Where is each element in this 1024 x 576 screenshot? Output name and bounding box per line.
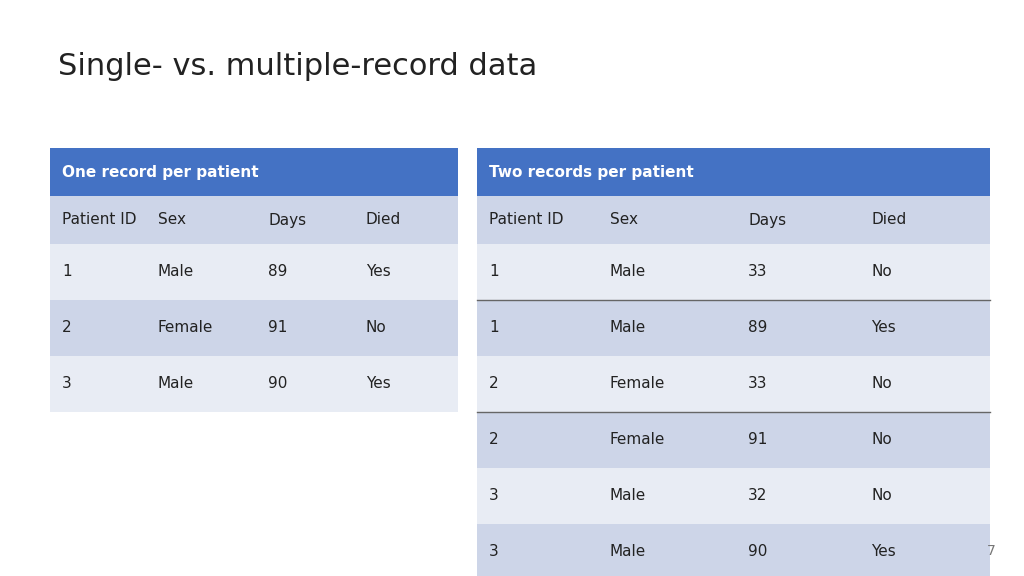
Bar (50, 196, 458, 244)
Text: Yes: Yes (871, 544, 896, 559)
Text: Male: Male (158, 377, 195, 392)
Text: 3: 3 (489, 488, 499, 503)
Text: Male: Male (609, 544, 646, 559)
Bar (50, 244, 458, 300)
Text: No: No (871, 488, 892, 503)
Bar (477, 300, 990, 356)
Text: Days: Days (268, 213, 306, 228)
Text: Male: Male (609, 320, 646, 335)
Text: Two records per patient: Two records per patient (489, 165, 693, 180)
Bar (477, 148, 990, 196)
Text: 3: 3 (62, 377, 72, 392)
Text: Yes: Yes (871, 320, 896, 335)
Bar (477, 524, 990, 576)
Text: No: No (871, 433, 892, 448)
Text: 1: 1 (62, 264, 72, 279)
Text: Sex: Sex (609, 213, 638, 228)
Text: Yes: Yes (366, 377, 391, 392)
Text: Days: Days (749, 213, 786, 228)
Text: 3: 3 (489, 544, 499, 559)
Text: 2: 2 (489, 433, 499, 448)
Text: 2: 2 (489, 377, 499, 392)
Text: 33: 33 (749, 377, 768, 392)
Text: 1: 1 (489, 320, 499, 335)
Text: Patient ID: Patient ID (62, 213, 136, 228)
Text: No: No (871, 377, 892, 392)
Text: Male: Male (158, 264, 195, 279)
Text: Sex: Sex (158, 213, 186, 228)
Text: 1: 1 (489, 264, 499, 279)
Text: 2: 2 (62, 320, 72, 335)
Text: 91: 91 (749, 433, 767, 448)
Bar (477, 356, 990, 412)
Bar (50, 300, 458, 356)
Text: One record per patient: One record per patient (62, 165, 259, 180)
Text: 89: 89 (749, 320, 767, 335)
Text: 89: 89 (268, 264, 288, 279)
Text: No: No (366, 320, 387, 335)
Text: Patient ID: Patient ID (489, 213, 563, 228)
Bar (477, 244, 990, 300)
Text: Female: Female (158, 320, 213, 335)
Bar (50, 148, 458, 196)
Text: Single- vs. multiple-record data: Single- vs. multiple-record data (58, 52, 538, 81)
Text: 90: 90 (268, 377, 288, 392)
Text: No: No (871, 264, 892, 279)
Text: Male: Male (609, 264, 646, 279)
Text: Female: Female (609, 433, 665, 448)
Text: Died: Died (871, 213, 906, 228)
Text: 32: 32 (749, 488, 767, 503)
Text: Yes: Yes (366, 264, 391, 279)
Text: 91: 91 (268, 320, 288, 335)
Text: Male: Male (609, 488, 646, 503)
Bar (50, 356, 458, 412)
Text: 90: 90 (749, 544, 767, 559)
Text: Died: Died (366, 213, 401, 228)
Bar (477, 412, 990, 468)
Bar (477, 468, 990, 524)
Bar (477, 196, 990, 244)
Text: Female: Female (609, 377, 665, 392)
Text: 33: 33 (749, 264, 768, 279)
Text: 7: 7 (987, 544, 996, 558)
